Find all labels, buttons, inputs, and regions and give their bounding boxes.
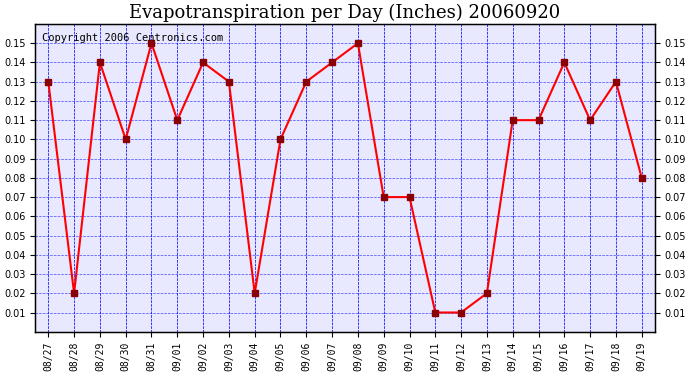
Title: Evapotranspiration per Day (Inches) 20060920: Evapotranspiration per Day (Inches) 2006… <box>130 4 560 22</box>
Text: Copyright 2006 Centronics.com: Copyright 2006 Centronics.com <box>41 33 223 43</box>
